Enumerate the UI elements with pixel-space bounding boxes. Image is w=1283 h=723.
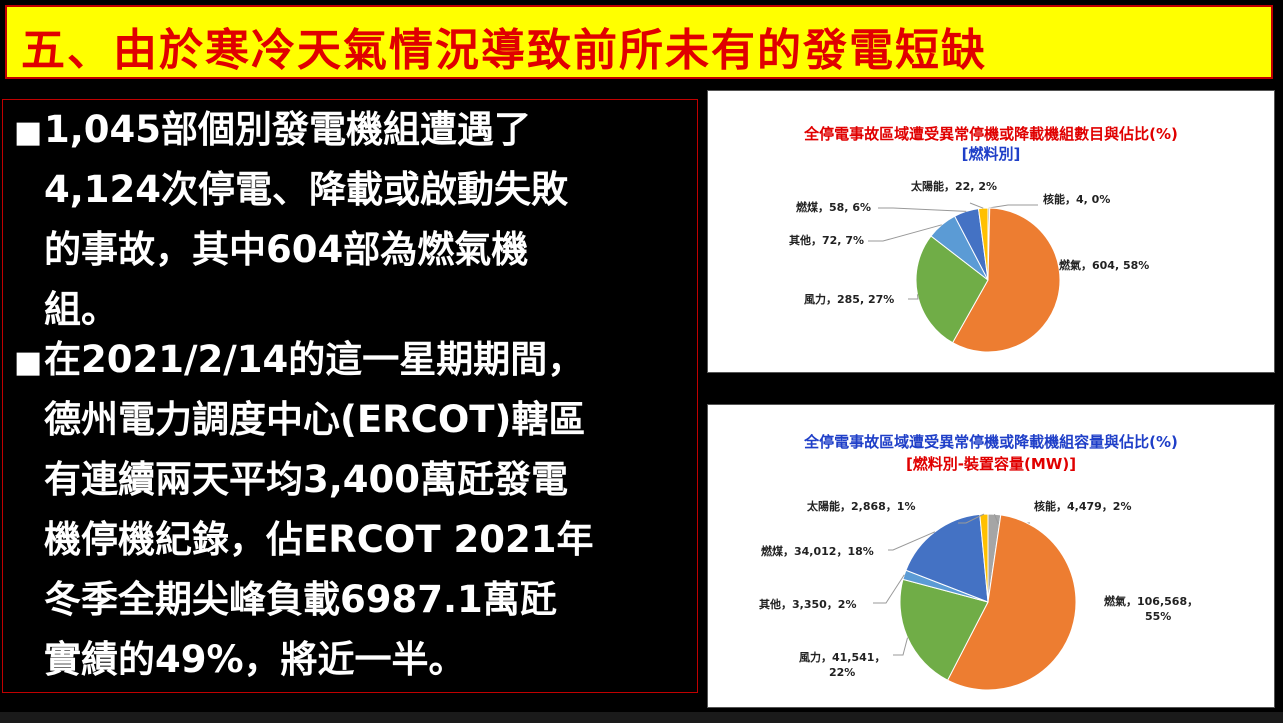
- pie-chart-capacity: 全停電事故區域遭受異常停機或降載機組容量與佔比(%) [燃料別-裝置容量(MW)…: [707, 404, 1275, 708]
- bullet-1-line-1: ■1,045部個別發電機組遭遇了: [14, 100, 568, 160]
- chart-2-label-4: 太陽能，2,868，1%: [806, 499, 915, 513]
- bullet-1-line-2: 4,124次停電、降載或啟動失敗: [44, 168, 569, 211]
- bullet-1: ■1,045部個別發電機組遭遇了 4,124次停電、降載或啟動失敗 的事故，其中…: [14, 100, 568, 340]
- chart-2-leader-4: [958, 513, 985, 524]
- chart-1-leader-2: [868, 224, 942, 242]
- chart-2-slice-4: [979, 513, 989, 603]
- chart-2-leader-1: [893, 637, 909, 656]
- chart-2-leader-3: [888, 531, 936, 551]
- chart-1-leader-1: [908, 294, 919, 300]
- chart-1-label-5: 核能，4, 0%: [1043, 192, 1110, 206]
- chart-2-label-0: 燃氣，106,568，: [1103, 594, 1198, 608]
- chart-2-label-2: 其他，3,350，2%: [759, 597, 856, 611]
- chart-2-label-3: 燃煤，34,012，18%: [760, 544, 874, 558]
- chart-2-label-1: 22%: [829, 666, 855, 679]
- chart-2-label-1: 風力，41,541，: [799, 650, 885, 664]
- chart-1-label-3: 燃煤，58, 6%: [795, 200, 871, 214]
- bullet-1-line-3: 的事故，其中604部為燃氣機: [44, 228, 529, 271]
- pie-chart-unit-count: 全停電事故區域遭受異常停機或降載機組數目與佔比(%) [燃料別] 核能，4, 0…: [707, 90, 1275, 373]
- text-panel: [2, 99, 698, 693]
- bullet-square-icon: ■: [14, 345, 43, 380]
- chart-1-leader-4: [969, 202, 984, 209]
- chart-1-label-4: 太陽能，22, 2%: [910, 179, 997, 193]
- chart-2-slice-0: [946, 514, 1077, 691]
- bullet-2-line-4: 機停機紀錄，佔ERCOT 2021年: [44, 518, 594, 561]
- chart-2-title: 全停電事故區域遭受異常停機或降載機組容量與佔比(%): [804, 433, 1178, 451]
- chart-1-title: 全停電事故區域遭受異常停機或降載機組數目與佔比(%): [804, 125, 1178, 143]
- slide-title: 五、由於寒冷天氣情況導致前所未有的發電短缺: [21, 25, 987, 76]
- chart-1-subtitle: [燃料別]: [961, 145, 1021, 163]
- chart-1-leader-3: [878, 207, 967, 212]
- chart-1-label-2: 其他，72, 7%: [789, 233, 864, 247]
- chart-2-leader-2: [873, 574, 905, 604]
- chart-1-leader-5: [988, 204, 1038, 209]
- bullet-2: ■在2021/2/14的這一星期期間， 德州電力調度中心(ERCOT)轄區 有連…: [14, 330, 593, 690]
- chart-2-label-0: 55%: [1145, 610, 1171, 623]
- bottom-strip: [0, 712, 1283, 723]
- chart-1-slice-4: [977, 207, 989, 281]
- chart-2-svg: 核能，4,479，2% 燃氣，106,568， 55% 風力，41,541， 22% 其他…: [759, 499, 1198, 691]
- chart-1-slice-0: [951, 207, 1061, 353]
- bullet-square-icon: ■: [14, 115, 43, 150]
- bullet-2-line-6: 實績的49%，將近一半。: [44, 638, 466, 681]
- title-bar: 五、由於寒冷天氣情況導致前所未有的發電短缺: [5, 5, 1273, 79]
- bullet-2-line-1: ■在2021/2/14的這一星期期間，: [14, 330, 593, 390]
- chart-2-slice-1: [899, 578, 989, 681]
- chart-2-label-5: 核能，4,479，2%: [1034, 499, 1131, 513]
- bullet-2-line-5: 冬季全期尖峰負載6987.1萬瓩: [44, 578, 557, 621]
- chart-1-slice-1: [915, 235, 989, 344]
- chart-2-subtitle: [燃料別-裝置容量(MW)]: [905, 455, 1077, 473]
- bullet-2-line-2: 德州電力調度中心(ERCOT)轄區: [44, 398, 586, 441]
- chart-2-slice-3: [905, 513, 989, 603]
- bullet-1-line-4: 組。: [44, 288, 118, 331]
- chart-1-label-0: 燃氣，604, 58%: [1058, 258, 1149, 272]
- bullet-2-line-3: 有連續兩天平均3,400萬瓩發電: [44, 458, 569, 501]
- chart-1-label-1: 風力，285, 27%: [804, 292, 894, 306]
- chart-1-svg: 核能，4, 0% 燃氣，604, 58% 風力，285, 27% 其他，72, 7% 燃…: [789, 179, 1149, 353]
